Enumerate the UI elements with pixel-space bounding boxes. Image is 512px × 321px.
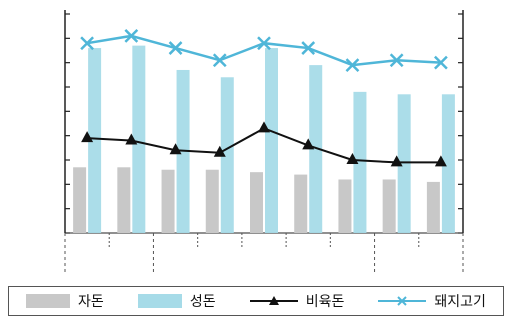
bars <box>73 45 455 234</box>
bar <box>73 167 87 233</box>
legend-swatch-gray <box>26 294 71 308</box>
bar <box>132 45 146 234</box>
bar <box>382 179 396 233</box>
data-point-x <box>345 58 360 72</box>
legend-item-fattening: 비육돈 <box>249 291 345 311</box>
data-point-triangle <box>258 121 270 133</box>
legend-item-pork: 돼지고기 <box>378 291 486 311</box>
data-point-triangle <box>434 155 447 167</box>
bar <box>309 65 323 233</box>
data-point-x <box>301 41 316 55</box>
data-point-triangle <box>81 131 94 143</box>
data-point-x <box>124 29 139 43</box>
legend-swatch-line-x <box>378 296 427 306</box>
bar <box>338 179 352 233</box>
lines <box>80 29 448 167</box>
legend-swatch-line-triangle <box>249 296 298 305</box>
legend-swatch-cyan <box>137 294 182 308</box>
data-point-triangle <box>390 155 403 167</box>
legend-label: 성돈 <box>189 294 216 310</box>
bar <box>441 94 455 233</box>
data-point-x <box>257 36 271 51</box>
legend-item-adult: 성돈 <box>137 291 216 311</box>
bar <box>294 174 308 233</box>
data-point-triangle <box>213 145 226 157</box>
data-point-triangle <box>169 143 182 155</box>
data-point-x <box>389 53 404 68</box>
data-point-triangle <box>346 153 359 164</box>
bar <box>397 94 411 233</box>
bar <box>265 48 278 233</box>
bar <box>353 91 367 233</box>
bar <box>426 181 440 233</box>
legend-label: 돼지고기 <box>434 294 486 310</box>
bar <box>117 167 131 233</box>
bar <box>161 169 175 233</box>
data-point-triangle <box>302 138 315 150</box>
legend-label: 자돈 <box>78 294 104 310</box>
data-point-x <box>434 55 448 70</box>
legend-item-piglet: 자돈 <box>26 291 104 311</box>
chart-area <box>64 10 464 275</box>
legend: 자돈 성돈 비육돈 돼지고기 <box>8 286 504 316</box>
data-point-triangle <box>125 133 138 145</box>
legend-label: 비육돈 <box>305 294 345 310</box>
bar <box>88 48 102 233</box>
data-point-x <box>168 41 183 55</box>
bar <box>220 77 234 234</box>
bar <box>250 172 263 233</box>
data-point-x <box>212 53 227 68</box>
data-point-x <box>80 36 94 51</box>
bar <box>205 169 219 233</box>
axes <box>64 10 464 275</box>
